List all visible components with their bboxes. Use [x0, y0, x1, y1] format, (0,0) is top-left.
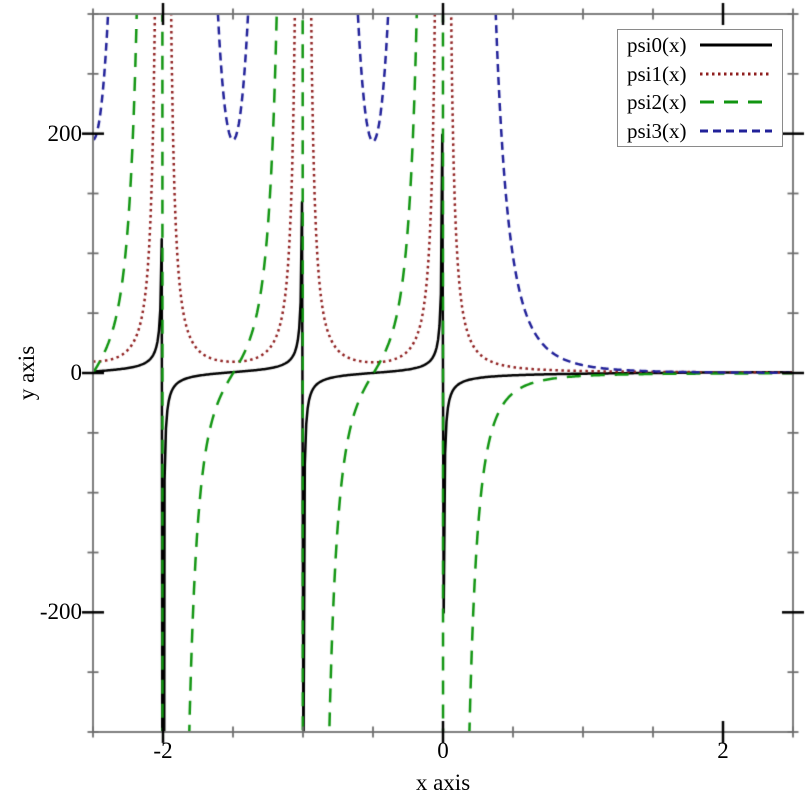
- legend-label: psi2(x): [627, 90, 687, 115]
- legend-line-sample: [700, 43, 772, 47]
- x-tick-label: -2: [153, 738, 173, 763]
- legend-label: psi0(x): [627, 33, 687, 58]
- legend-line-sample: [700, 129, 772, 133]
- legend-label: psi1(x): [627, 61, 687, 86]
- legend: psi0(x) psi1(x) psi2(x) psi3(x): [617, 29, 783, 147]
- legend-entry: psi1(x): [627, 61, 773, 87]
- x-tick-label: 2: [717, 738, 729, 763]
- x-axis-label: x axis: [415, 770, 471, 795]
- y-tick-label: -200: [39, 599, 82, 625]
- legend-entry: psi2(x): [627, 89, 773, 115]
- legend-line-sample: [700, 72, 772, 76]
- y-tick-label: 200: [47, 120, 83, 146]
- y-tick-label: 0: [70, 360, 83, 385]
- legend-entry: psi3(x): [627, 118, 773, 144]
- legend-entry: psi0(x): [627, 32, 773, 58]
- legend-label: psi3(x): [627, 118, 687, 143]
- legend-line-sample: [700, 100, 772, 104]
- x-tick-label: 0: [437, 738, 449, 763]
